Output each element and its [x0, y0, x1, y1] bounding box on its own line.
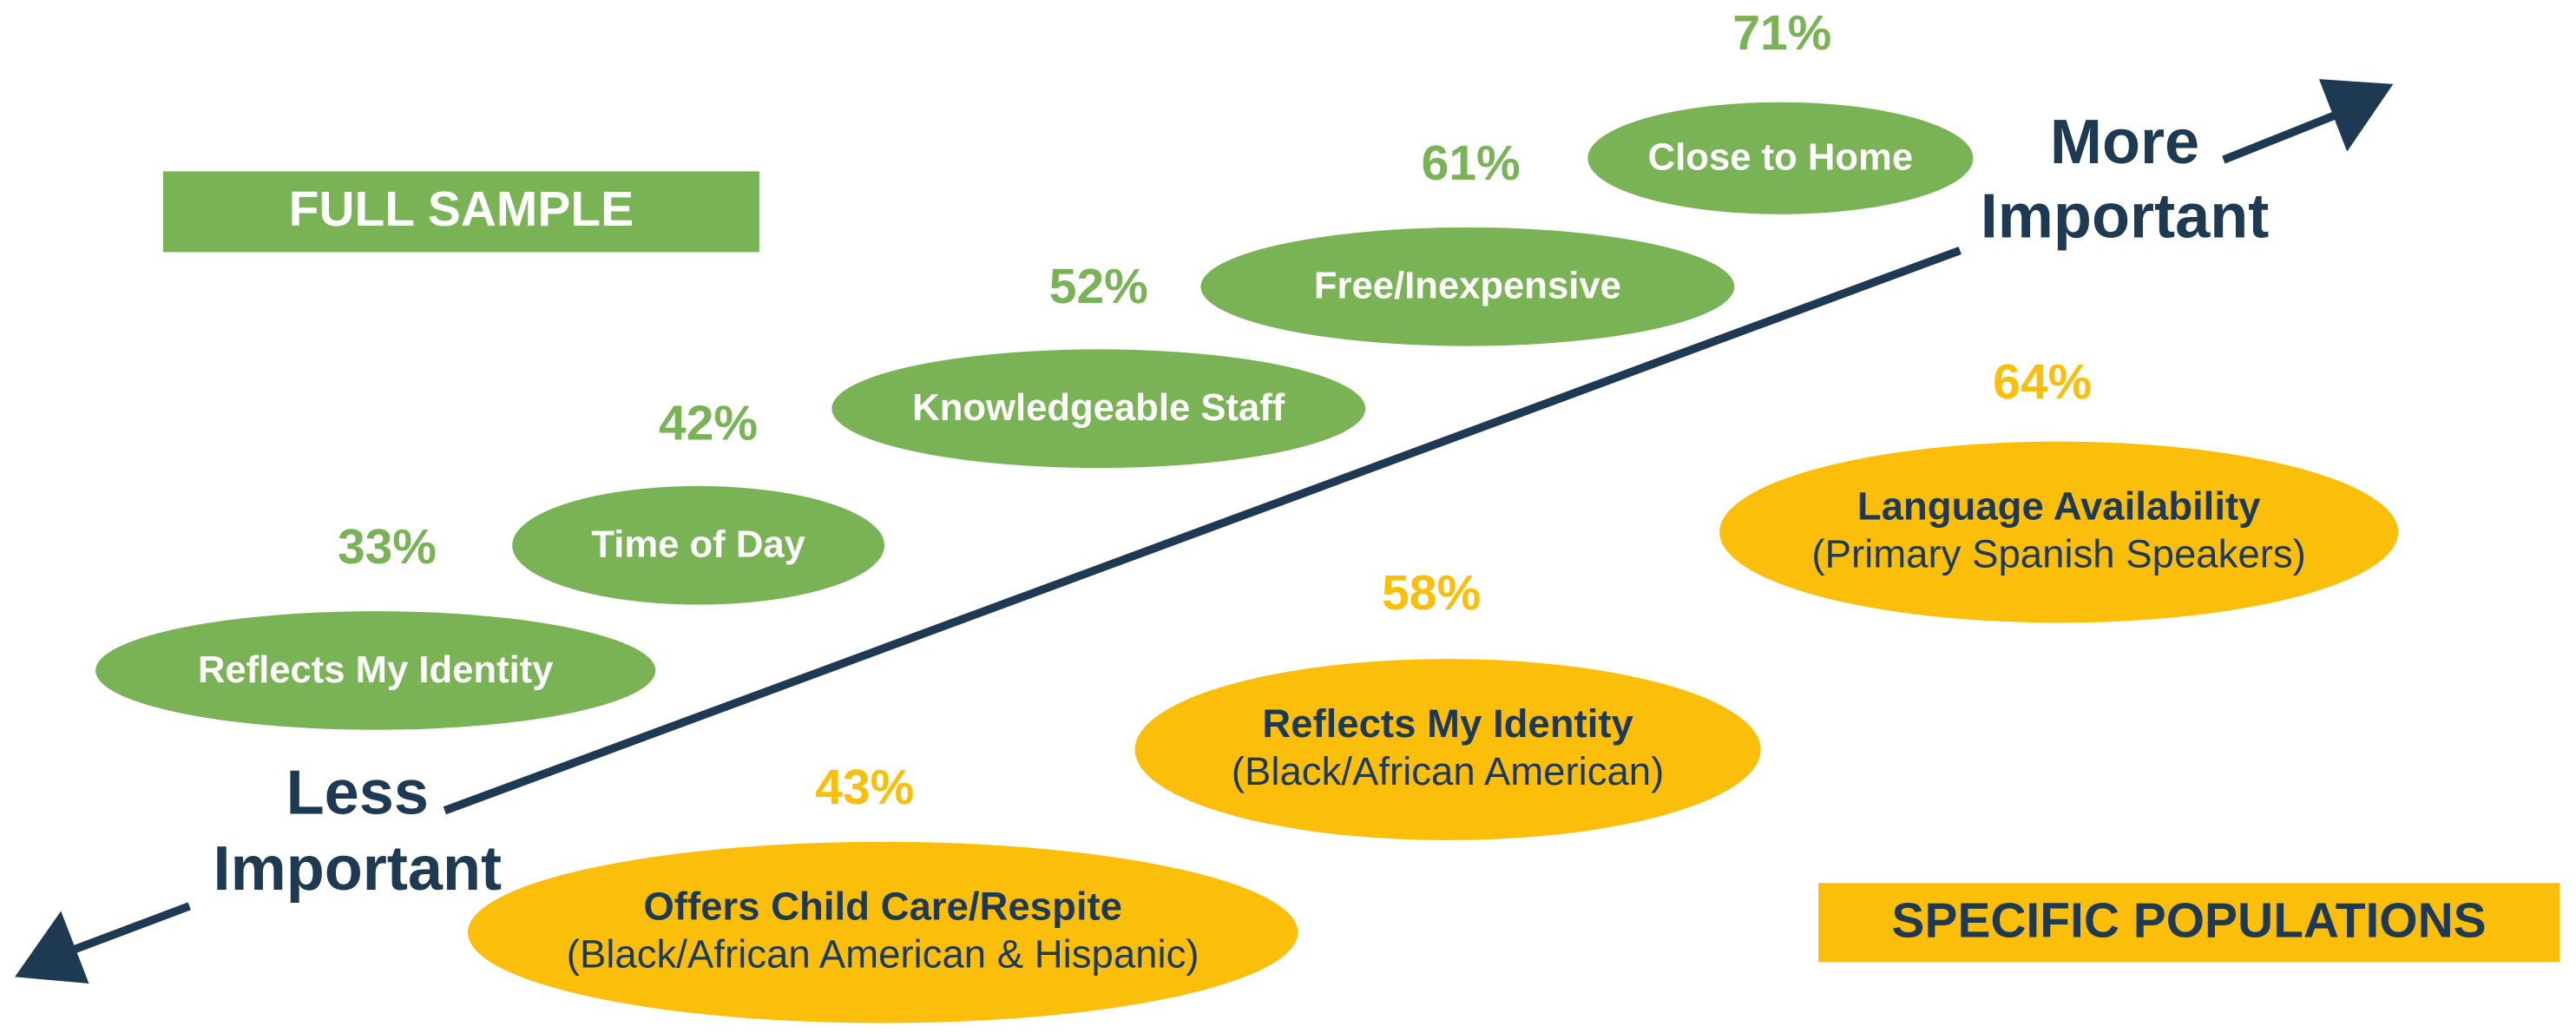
- axis-high-label: More: [2050, 108, 2199, 177]
- item-sublabel: (Black/African American): [1232, 749, 1664, 793]
- item-ellipse: [512, 485, 885, 605]
- item-label: Reflects My Identity: [198, 648, 554, 691]
- item-label: Time of Day: [591, 523, 805, 566]
- item-ellipse: [467, 841, 1298, 1023]
- item-sublabel: (Black/African American & Hispanic): [567, 932, 1199, 977]
- axis-low-label: Less: [286, 759, 429, 828]
- arrow-head: [2318, 79, 2394, 152]
- item-label: Reflects My Identity: [1262, 701, 1633, 746]
- item-ellipse: [95, 611, 656, 730]
- importance-axis: [443, 247, 1962, 815]
- item-value: 43%: [815, 760, 914, 815]
- axis-low-label: Important: [214, 834, 503, 904]
- item-value: 58%: [1382, 565, 1481, 621]
- item-value: 33%: [338, 519, 437, 575]
- item-sublabel: (Primary Spanish Speakers): [1811, 532, 2305, 576]
- item-label: Offers Child Care/Respite: [643, 885, 1122, 929]
- axis-high-label: Important: [1981, 181, 2270, 251]
- item-ellipse: [831, 349, 1366, 469]
- item-label: Language Availability: [1857, 484, 2261, 528]
- arrow-line: [61, 902, 191, 958]
- full-sample-label: FULL SAMPLE: [289, 181, 634, 237]
- arrow-line: [2222, 106, 2349, 164]
- item-ellipse: [1200, 227, 1735, 346]
- items: Reflects My Identity 33% Time of Day 42% Kno…: [95, 5, 2399, 1023]
- item-label: Free/Inexpensive: [1314, 265, 1621, 307]
- item-value: 61%: [1422, 135, 1521, 191]
- arrow-head: [15, 911, 89, 984]
- item-value: 71%: [1732, 5, 1831, 61]
- specific-populations-banner: [1818, 883, 2560, 963]
- item-label: Knowledgeable Staff: [912, 386, 1285, 429]
- item-ellipse: [1134, 659, 1761, 840]
- item-label: Close to Home: [1648, 136, 1913, 179]
- specific-populations-label: SPECIFIC POPULATIONS: [1891, 893, 2486, 949]
- item-value: 42%: [659, 396, 758, 451]
- item-value: 52%: [1049, 259, 1148, 314]
- item-ellipse: [1587, 102, 1974, 214]
- full-sample-banner: [162, 171, 759, 253]
- item-ellipse: [1719, 441, 2399, 623]
- item-value: 64%: [1993, 354, 2092, 410]
